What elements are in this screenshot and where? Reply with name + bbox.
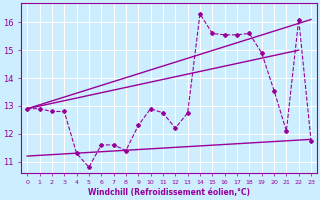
X-axis label: Windchill (Refroidissement éolien,°C): Windchill (Refroidissement éolien,°C) [88,188,250,197]
